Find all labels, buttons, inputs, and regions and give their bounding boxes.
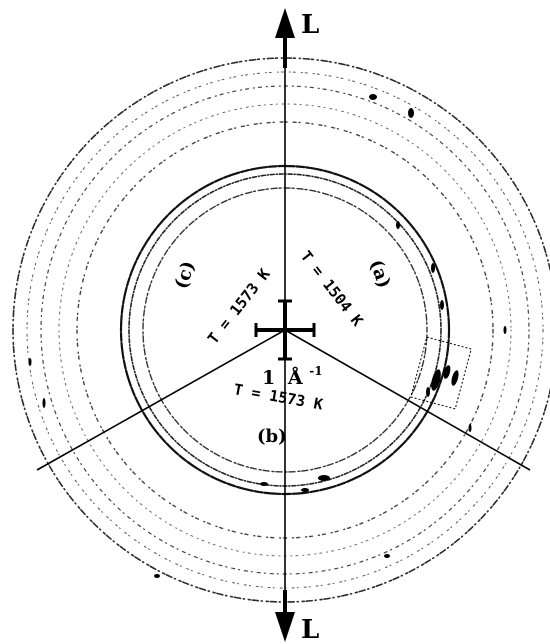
diffraction-spot	[440, 300, 444, 310]
diffraction-spot	[443, 365, 451, 379]
diffraction-spot	[369, 94, 377, 100]
diffraction-spot	[301, 488, 309, 492]
sector-a-label: (a)	[365, 257, 395, 291]
scale-bar-unit: Å	[287, 366, 303, 389]
sector-c-temperature: T = 1573 K	[204, 265, 274, 347]
scale-bar-label: 1 Å -1	[262, 364, 323, 389]
diffraction-spot	[503, 326, 507, 334]
scale-bar-exponent: -1	[309, 364, 322, 378]
l-axis-bottom-label: L	[301, 615, 319, 644]
diffraction-spot	[318, 475, 330, 481]
diffraction-spot	[28, 358, 32, 366]
arrow-up-icon	[275, 8, 295, 38]
l-axis-top-label: L	[301, 10, 319, 40]
diffraction-spot	[384, 554, 390, 558]
arrow-down-icon	[275, 612, 295, 642]
sector-a-temperature: T = 1504 K	[297, 247, 367, 329]
diffraction-spot	[431, 263, 435, 273]
divider-right	[284, 329, 531, 471]
highlight-box	[410, 336, 472, 410]
diffraction-spot	[260, 482, 268, 486]
diffraction-spot	[431, 369, 441, 391]
sector-dividers	[36, 329, 531, 471]
diffraction-spot	[468, 424, 472, 432]
diffraction-spot	[408, 108, 414, 118]
diffraction-spots	[28, 94, 507, 578]
sector-c-label: (c)	[171, 258, 200, 291]
l-axis: L L	[275, 8, 319, 644]
diffraction-spot	[396, 221, 400, 229]
diffraction-spot	[42, 398, 46, 408]
scale-bar-value: 1	[262, 367, 275, 389]
divider-left	[36, 329, 286, 471]
sector-b-label: (b)	[257, 426, 287, 447]
diffraction-spot	[154, 574, 160, 578]
diffraction-spot	[451, 370, 459, 386]
scale-bar-cross	[254, 299, 316, 361]
diffraction-spot	[426, 387, 430, 397]
